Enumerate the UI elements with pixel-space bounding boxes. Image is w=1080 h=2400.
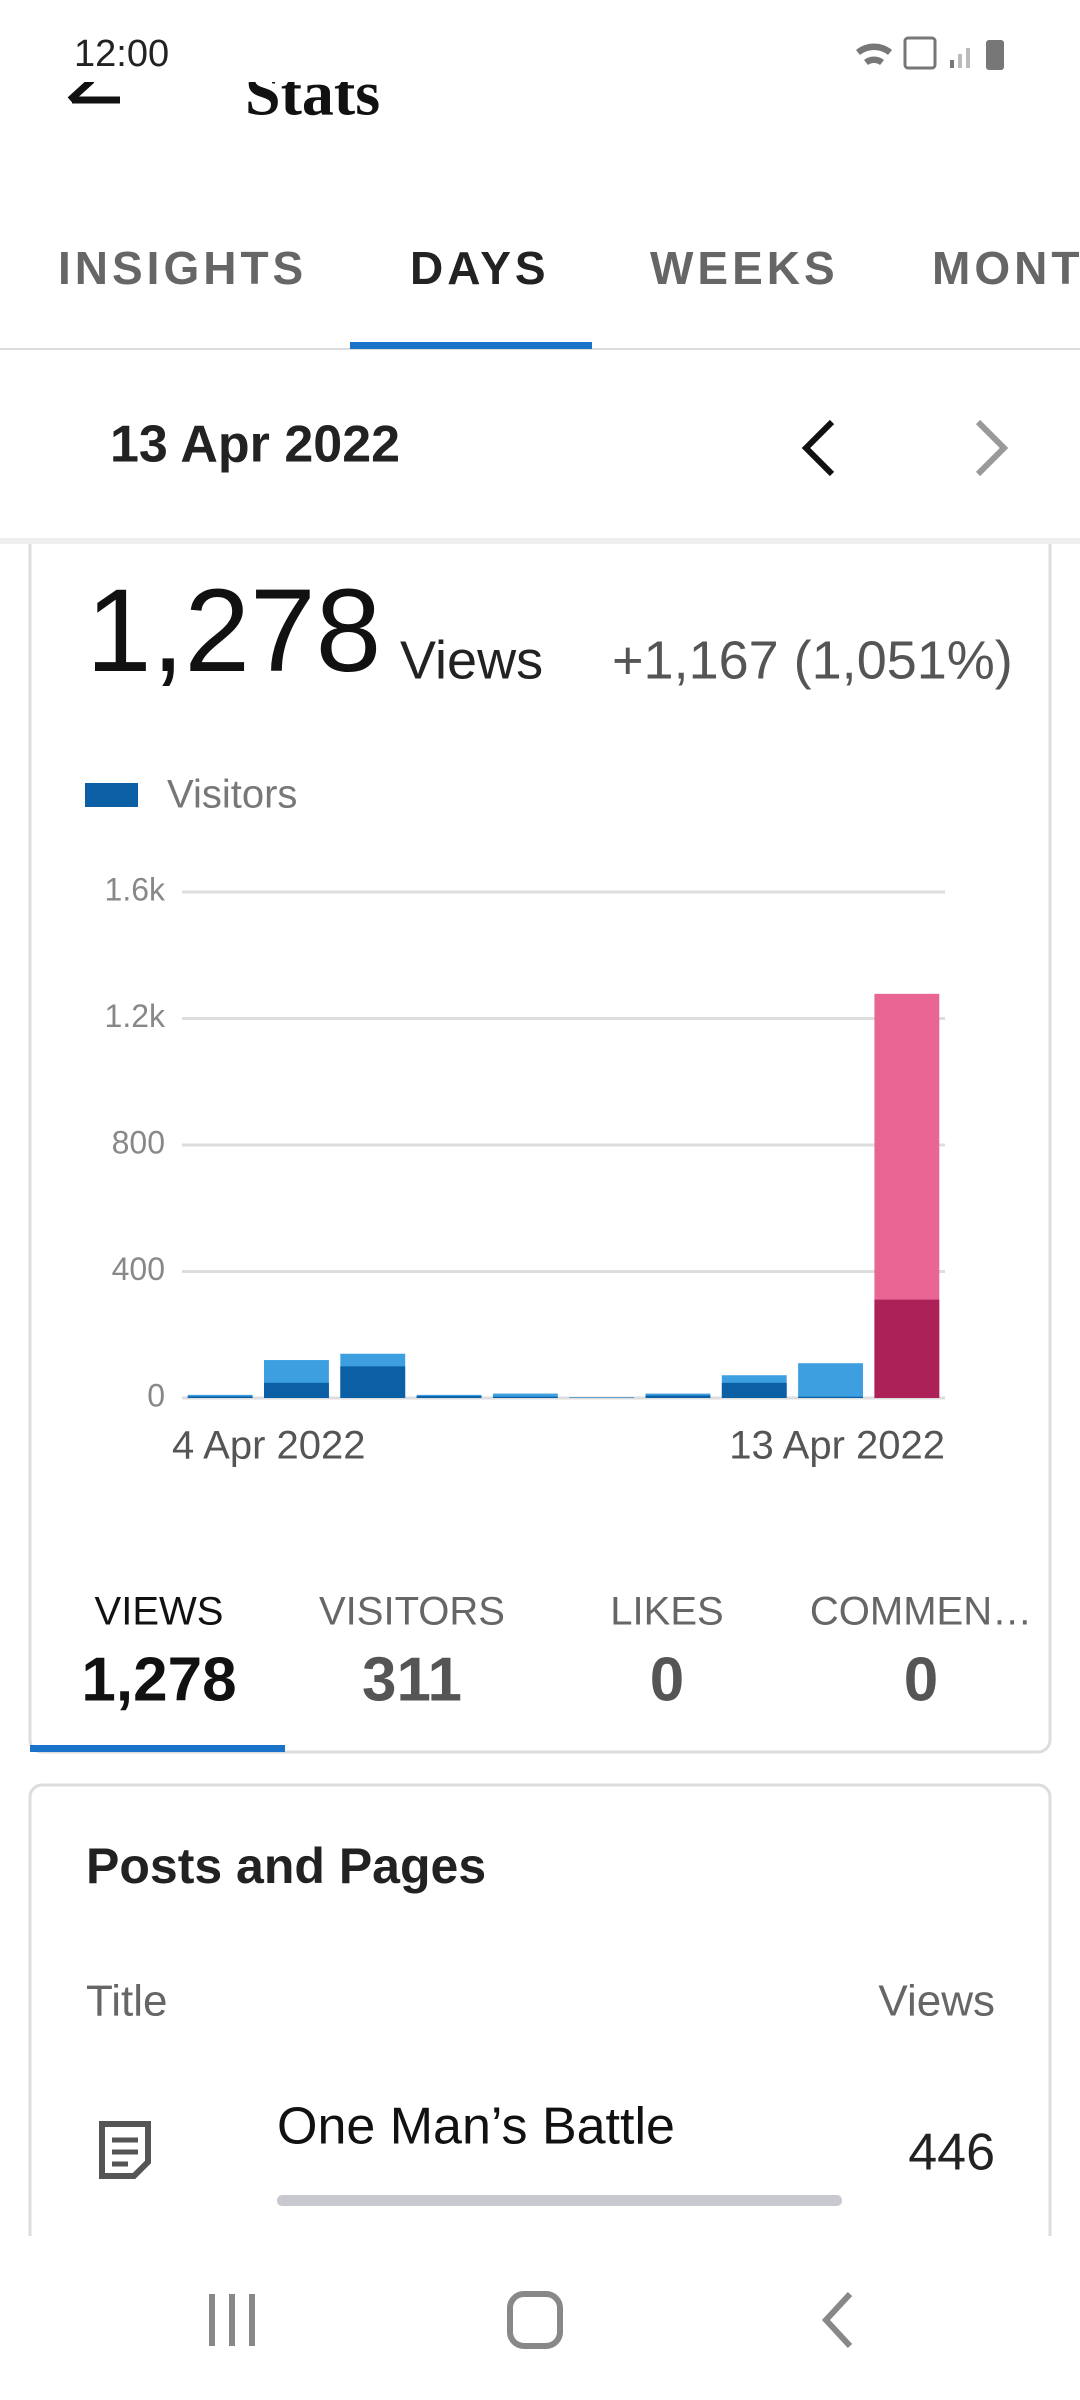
tab-bar: INSIGHTS DAYS WEEKS MONTHS <box>58 242 1080 294</box>
x-tick-label: 4 Apr 2022 <box>172 1424 366 1468</box>
bar <box>874 1299 940 1398</box>
page-icon <box>99 2121 151 2179</box>
shadow <box>0 538 1080 544</box>
next-button[interactable] <box>975 419 1009 477</box>
bar <box>187 1396 253 1398</box>
tab[interactable]: WEEKS <box>650 242 839 294</box>
y-tick-label: 0 <box>147 1377 165 1413</box>
page-icon-lines <box>112 2137 138 2167</box>
y-tick-label: 1.6k <box>105 871 166 907</box>
y-tick-label: 800 <box>112 1124 165 1160</box>
bar <box>798 1396 863 1398</box>
signal-icon <box>966 48 970 68</box>
tab[interactable]: MONTHS <box>932 242 1080 294</box>
tab[interactable]: INSIGHTS <box>58 242 307 294</box>
battery-icon <box>986 40 1004 70</box>
bar <box>798 1363 863 1398</box>
stat-label[interactable]: LIKES <box>610 1590 723 1634</box>
status-time: 12:00 <box>74 33 169 75</box>
column-header: Title <box>86 1977 168 2026</box>
column-header: Views <box>878 1977 995 2026</box>
post-title[interactable]: One Man’s Battle <box>277 2098 675 2156</box>
lte-icon <box>903 36 937 70</box>
bar <box>492 1396 558 1398</box>
status-bar <box>0 0 1080 82</box>
stat-label[interactable]: COMMEN… <box>810 1590 1032 1634</box>
stat-indicator <box>30 1745 285 1752</box>
status-icons <box>856 36 1004 70</box>
back-button[interactable] <box>67 77 120 104</box>
nav-bar <box>0 2236 1080 2400</box>
stat-value: 0 <box>650 1645 684 1714</box>
stat-value: 0 <box>904 1645 938 1714</box>
stat-tabs: VIEWS VISITORS LIKES COMMEN… 1,278 311 0… <box>81 1590 1032 1715</box>
legend-swatch <box>85 783 138 807</box>
home-button[interactable] <box>507 2291 563 2349</box>
views-unit: Views <box>400 630 543 690</box>
date-label: 13 Apr 2022 <box>110 416 400 474</box>
tab[interactable]: DAYS <box>410 242 550 294</box>
back-nav-button[interactable] <box>821 2291 853 2349</box>
recents-button[interactable] <box>209 2294 255 2346</box>
posts-card <box>28 1783 1052 2240</box>
bar <box>645 1395 711 1398</box>
stat-value: 311 <box>362 1645 462 1714</box>
bar <box>340 1366 406 1398</box>
bar <box>416 1396 482 1398</box>
post-bar <box>277 2195 842 2206</box>
legend-label: Visitors <box>167 773 297 817</box>
views-change: +1,167 (1,051%) <box>612 630 1013 690</box>
bar <box>721 1382 787 1398</box>
views-total: 1,278 <box>86 565 381 697</box>
tab-indicator <box>350 342 592 349</box>
y-tick-label: 400 <box>112 1251 165 1287</box>
stat-label[interactable]: VISITORS <box>319 1590 505 1634</box>
y-tick-label: 1.2k <box>105 998 166 1034</box>
chart: Visitors 0 400 800 1.2k 1.6k 4 Apr 2022 13 Apr … <box>85 773 945 1468</box>
signal-icon <box>958 54 962 68</box>
bar <box>264 1382 329 1398</box>
x-tick-label: 13 Apr 2022 <box>729 1424 945 1468</box>
signal-icon <box>950 60 954 68</box>
post-views: 446 <box>908 2124 995 2182</box>
posts-title: Posts and Pages <box>86 1838 486 1894</box>
stat-label[interactable]: VIEWS <box>95 1590 224 1634</box>
wifi-icon <box>856 43 892 65</box>
page-icon-shape <box>99 2121 151 2179</box>
bar <box>492 1393 558 1398</box>
prev-button[interactable] <box>801 419 835 477</box>
stat-value: 1,278 <box>81 1645 236 1714</box>
stats-card <box>28 544 1052 1754</box>
